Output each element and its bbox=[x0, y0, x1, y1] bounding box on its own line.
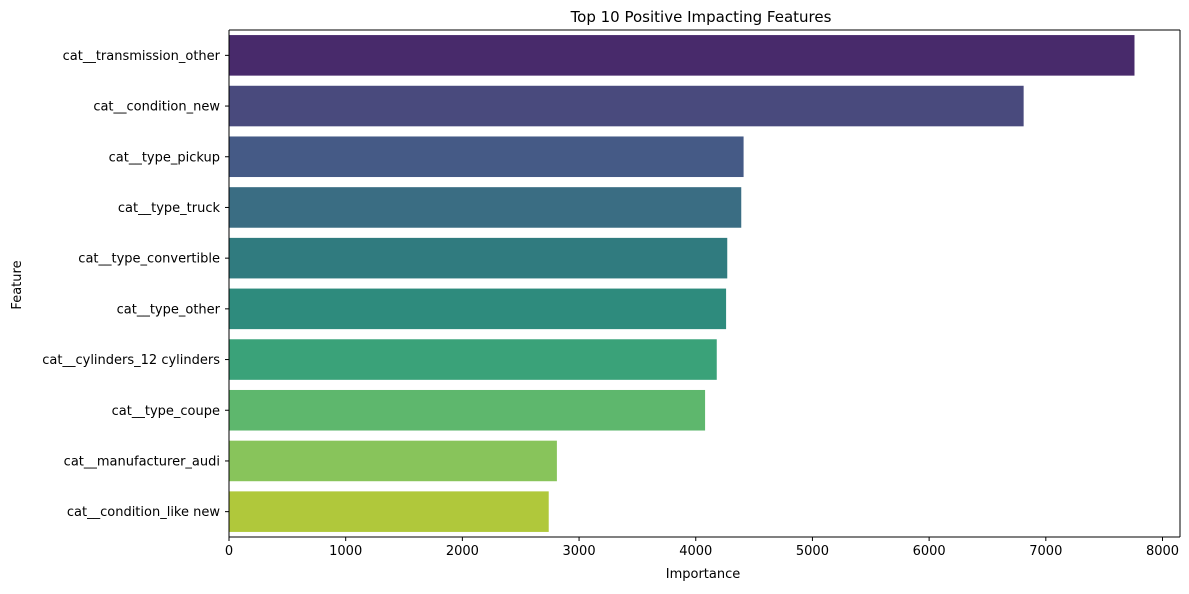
bar-6 bbox=[229, 288, 727, 330]
bar-1 bbox=[229, 35, 1135, 76]
y-tick-label: cat__type_pickup bbox=[109, 150, 220, 165]
x-tick-label: 7000 bbox=[1029, 544, 1062, 559]
y-tick-label: cat__condition_like new bbox=[67, 505, 220, 520]
x-tick-label: 1000 bbox=[329, 544, 362, 559]
y-tick-label: cat__manufacturer_audi bbox=[64, 454, 220, 469]
x-tick-label: 4000 bbox=[679, 544, 712, 559]
bar-9 bbox=[229, 440, 557, 482]
y-tick-label: cat__transmission_other bbox=[63, 49, 221, 64]
y-tick-label: cat__type_coupe bbox=[112, 404, 220, 419]
x-tick-label: 2000 bbox=[446, 544, 479, 559]
bar-4 bbox=[229, 187, 742, 228]
x-tick-label: 8000 bbox=[1146, 544, 1179, 559]
y-tick-label: cat__cylinders_12 cylinders bbox=[42, 353, 220, 368]
y-tick-label: cat__condition_new bbox=[93, 100, 220, 115]
x-tick-label: 5000 bbox=[796, 544, 829, 559]
x-tick-label: 0 bbox=[225, 544, 233, 559]
bars-group bbox=[229, 35, 1135, 532]
y-axis: cat__transmission_other cat__condition_ne… bbox=[42, 49, 229, 520]
x-axis: 0 1000 2000 3000 4000 5000 6000 7000 8000 bbox=[225, 537, 1179, 559]
x-tick-label: 6000 bbox=[913, 544, 946, 559]
chart-title: Top 10 Positive Impacting Features bbox=[570, 8, 832, 26]
bar-3 bbox=[229, 136, 744, 178]
bar-2 bbox=[229, 85, 1024, 127]
y-tick-label: cat__type_truck bbox=[118, 201, 221, 216]
y-tick-label: cat__type_convertible bbox=[78, 252, 220, 267]
x-tick-label: 3000 bbox=[563, 544, 596, 559]
bar-10 bbox=[229, 491, 549, 532]
y-tick-label: cat__type_other bbox=[117, 302, 221, 317]
bar-7 bbox=[229, 339, 717, 380]
x-axis-label: Importance bbox=[666, 567, 741, 582]
bar-5 bbox=[229, 237, 728, 279]
bar-8 bbox=[229, 389, 706, 431]
y-axis-label: Feature bbox=[10, 260, 25, 309]
